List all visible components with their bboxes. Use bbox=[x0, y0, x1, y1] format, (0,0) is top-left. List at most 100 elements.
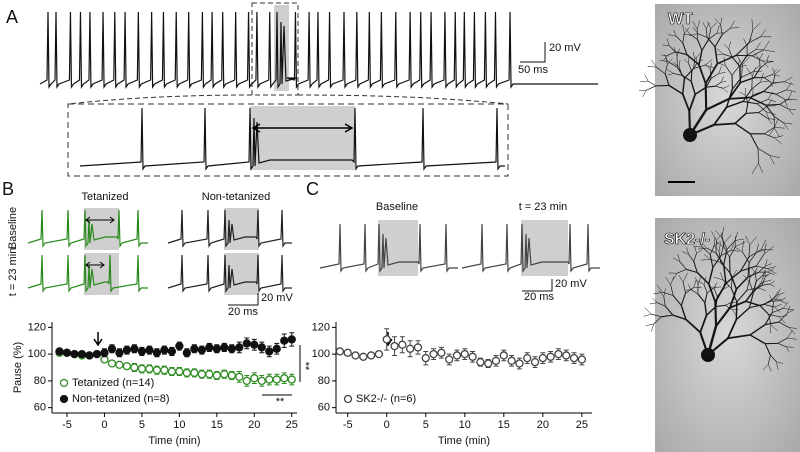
dendrite bbox=[756, 249, 767, 253]
dendrite bbox=[711, 231, 717, 241]
dendrite bbox=[708, 267, 714, 285]
data-point bbox=[374, 349, 384, 359]
dendrite bbox=[721, 227, 725, 238]
dendrite bbox=[774, 127, 785, 129]
dendrite bbox=[675, 35, 684, 44]
dendrite bbox=[697, 293, 706, 304]
dendrite bbox=[764, 133, 775, 139]
dendrite bbox=[694, 246, 697, 254]
data-point bbox=[257, 343, 266, 352]
dendrite bbox=[756, 275, 763, 282]
dendrite bbox=[783, 308, 794, 311]
data-point bbox=[130, 363, 139, 372]
data-point bbox=[398, 340, 407, 349]
dendrite bbox=[651, 313, 662, 318]
dendrite bbox=[762, 364, 769, 371]
dendrite bbox=[703, 253, 711, 260]
dendrite bbox=[758, 163, 764, 173]
dendrite bbox=[767, 268, 775, 273]
dendrite bbox=[770, 294, 778, 302]
dendrite bbox=[765, 104, 775, 117]
dendrite bbox=[680, 305, 687, 320]
dendrite bbox=[718, 66, 722, 74]
dendrite bbox=[672, 257, 681, 262]
dendrite bbox=[747, 94, 754, 103]
dendrite bbox=[667, 34, 677, 37]
dendrite bbox=[681, 78, 686, 95]
dendrite bbox=[693, 261, 698, 273]
dendrite bbox=[692, 26, 699, 34]
dendrite bbox=[710, 73, 719, 79]
dendrite bbox=[759, 62, 768, 69]
dendrite bbox=[767, 98, 773, 107]
dendrite bbox=[776, 361, 779, 370]
legend-label: Tetanized (n=14) bbox=[72, 377, 154, 389]
dendrite bbox=[783, 122, 789, 130]
data-point bbox=[272, 375, 281, 384]
dendrite bbox=[742, 100, 758, 105]
dendrite bbox=[693, 59, 696, 69]
dendrite bbox=[725, 301, 732, 306]
zoom-box bbox=[67, 103, 509, 177]
dendrite bbox=[715, 296, 718, 307]
dendrite bbox=[706, 247, 717, 254]
dendrite bbox=[749, 96, 767, 106]
dendrite bbox=[689, 123, 715, 136]
data-point bbox=[107, 359, 117, 368]
dendrite bbox=[752, 55, 763, 62]
dendrite bbox=[705, 63, 711, 70]
dendrite bbox=[716, 48, 724, 55]
dendrite bbox=[652, 297, 658, 303]
data-point bbox=[85, 351, 94, 360]
dendrite bbox=[715, 53, 723, 56]
data-point bbox=[359, 352, 368, 361]
dendrite bbox=[731, 76, 743, 90]
dendrite bbox=[658, 290, 664, 297]
x-tick-label: 15 bbox=[498, 419, 510, 431]
data-point bbox=[235, 372, 244, 382]
dendrite bbox=[685, 28, 691, 35]
dendrite bbox=[725, 65, 733, 76]
data-point bbox=[145, 345, 154, 355]
dendrite bbox=[732, 309, 737, 316]
dendrite bbox=[690, 71, 693, 82]
dendrite bbox=[688, 254, 695, 262]
dendrite bbox=[746, 67, 753, 77]
dendrite bbox=[699, 331, 709, 356]
dendrite bbox=[748, 292, 754, 308]
dendrite bbox=[721, 27, 731, 35]
dendrite bbox=[667, 58, 673, 65]
dendrite bbox=[696, 249, 703, 254]
dendrite bbox=[713, 106, 728, 126]
dendrite bbox=[670, 276, 675, 285]
dendrite bbox=[716, 232, 724, 241]
dendrite bbox=[693, 253, 697, 262]
dendrite bbox=[717, 54, 737, 65]
dendrite bbox=[706, 22, 710, 29]
data-point bbox=[227, 344, 236, 353]
scale-label: 20 mV bbox=[549, 42, 581, 54]
dendrite bbox=[730, 27, 740, 29]
data-point bbox=[197, 370, 206, 379]
dendrite bbox=[682, 42, 688, 55]
dendrite bbox=[722, 88, 728, 93]
data-point bbox=[569, 353, 579, 363]
dendrite bbox=[730, 287, 738, 303]
dendrite bbox=[686, 54, 700, 66]
data-point bbox=[335, 347, 345, 356]
trace-title: Tetanized bbox=[81, 191, 128, 203]
dendrite bbox=[752, 22, 761, 31]
dendrite bbox=[703, 276, 707, 285]
dendrite bbox=[748, 249, 762, 258]
dendrite bbox=[754, 53, 760, 60]
data-point bbox=[115, 360, 124, 369]
data-point bbox=[562, 351, 571, 360]
interval-arrow bbox=[85, 216, 115, 269]
dendrite bbox=[756, 49, 764, 51]
dendrite bbox=[644, 307, 652, 315]
data-point bbox=[212, 371, 221, 380]
dendrite bbox=[746, 48, 757, 56]
dendrite bbox=[672, 314, 687, 321]
trace bbox=[461, 223, 600, 273]
dendrite bbox=[726, 240, 736, 250]
